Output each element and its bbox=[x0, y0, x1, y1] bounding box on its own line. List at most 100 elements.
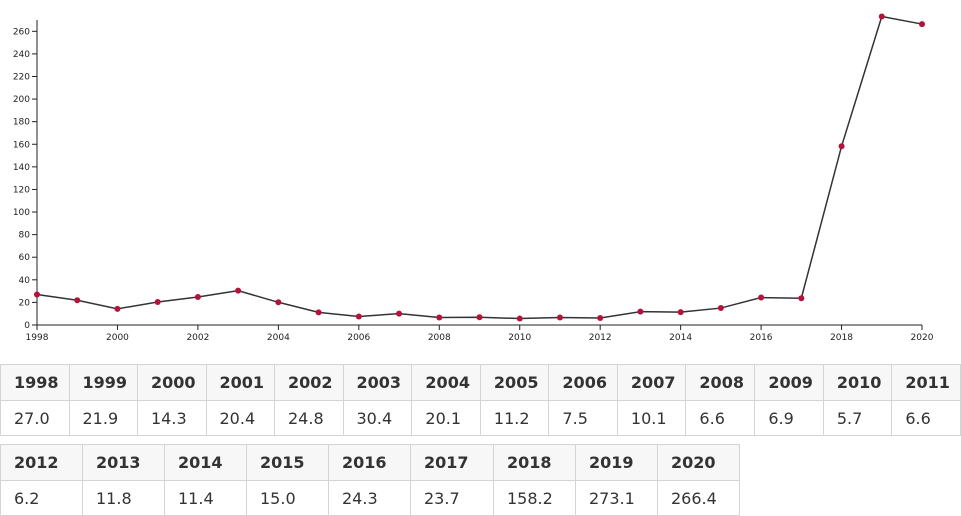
data-point bbox=[315, 309, 322, 316]
table-value-cell: 158.2 bbox=[493, 480, 576, 516]
table-value-cell: 23.7 bbox=[410, 480, 494, 516]
y-axis: 0 20 40 60 80 100 120 140 160 180 200 220 240 260 bbox=[13, 20, 38, 331]
data-point bbox=[34, 291, 40, 298]
data-points bbox=[34, 13, 925, 322]
data-point bbox=[637, 308, 644, 315]
data-point bbox=[878, 13, 885, 20]
table-year-header: 1999 bbox=[68, 364, 138, 401]
x-tick-label: 2012 bbox=[589, 333, 612, 343]
table-value-cell: 27.0 bbox=[0, 400, 70, 436]
y-tick-label: 220 bbox=[13, 72, 30, 82]
x-tick-label: 2020 bbox=[911, 333, 934, 343]
data-point bbox=[74, 297, 81, 304]
data-point bbox=[758, 294, 765, 301]
y-tick-label: 140 bbox=[13, 163, 30, 173]
table-year-header: 2015 bbox=[246, 444, 329, 481]
line-chart: 0 20 40 60 80 100 120 140 160 180 200 220 240 260 199… bbox=[13, 13, 934, 343]
table-value-cell: 20.4 bbox=[205, 400, 275, 436]
data-point bbox=[436, 314, 443, 321]
data-point bbox=[235, 287, 242, 294]
table-year-header: 2007 bbox=[616, 364, 687, 401]
data-point bbox=[677, 309, 684, 316]
table-value-cell: 14.3 bbox=[137, 400, 207, 436]
table-value-cell: 11.8 bbox=[82, 480, 165, 516]
x-tick-label: 2016 bbox=[750, 333, 773, 343]
y-tick-label: 40 bbox=[19, 276, 31, 286]
data-point bbox=[919, 21, 925, 28]
table-year-header: 2016 bbox=[328, 444, 411, 481]
data-point bbox=[838, 143, 845, 150]
table-value-cell: 10.1 bbox=[616, 400, 687, 436]
table-year-header: 2003 bbox=[342, 364, 413, 401]
table-value-cell: 5.7 bbox=[822, 400, 893, 436]
data-point bbox=[154, 298, 161, 305]
table-year-header: 2010 bbox=[822, 364, 893, 401]
values-table: 1998 1999 2000 2001 2002 2003 2004 2005 2006 2007… bbox=[0, 364, 961, 436]
data-point bbox=[597, 314, 604, 321]
table-year-header: 2020 bbox=[657, 444, 740, 481]
y-tick-label: 260 bbox=[13, 27, 30, 37]
y-tick-label: 120 bbox=[13, 185, 30, 195]
x-tick-label: 2014 bbox=[669, 333, 692, 343]
y-tick-label: 20 bbox=[19, 298, 31, 308]
table-value-cell: 7.5 bbox=[548, 400, 618, 436]
x-tick-label: 1998 bbox=[26, 333, 49, 343]
table-year-header: 2009 bbox=[754, 364, 824, 401]
data-point bbox=[476, 314, 483, 321]
table-value-cell: 21.9 bbox=[68, 400, 138, 436]
table-year-header: 2018 bbox=[493, 444, 576, 481]
values-table-row-1: 1998 1999 2000 2001 2002 2003 2004 2005 2006 2007… bbox=[0, 364, 961, 436]
y-tick-label: 0 bbox=[24, 321, 30, 331]
table-year-header: 1998 bbox=[0, 364, 70, 401]
y-tick-label: 240 bbox=[13, 50, 30, 60]
table-value-cell: 273.1 bbox=[575, 480, 658, 516]
table-value-cell: 266.4 bbox=[657, 480, 740, 516]
y-tick-label: 180 bbox=[13, 118, 30, 128]
x-tick-label: 2006 bbox=[347, 333, 370, 343]
table-value-cell: 11.2 bbox=[479, 400, 550, 436]
table-year-header: 2013 bbox=[82, 444, 165, 481]
y-tick-label: 60 bbox=[19, 253, 31, 263]
table-year-header: 2001 bbox=[205, 364, 275, 401]
table-year-header: 2019 bbox=[575, 444, 658, 481]
table-year-header: 2006 bbox=[548, 364, 618, 401]
table-year-header: 2008 bbox=[685, 364, 756, 401]
y-tick-label: 200 bbox=[13, 95, 30, 105]
table-year-header: 2004 bbox=[411, 364, 481, 401]
x-axis: 1998 2000 2002 2004 2006 2008 2010 2012 2014 2016… bbox=[26, 324, 934, 343]
table-year-header: 2012 bbox=[0, 444, 83, 481]
table-year-header: 2002 bbox=[274, 364, 344, 401]
x-tick-label: 2002 bbox=[186, 333, 209, 343]
table-value-cell: 11.4 bbox=[164, 480, 247, 516]
table-value-cell: 6.2 bbox=[0, 480, 83, 516]
table-value-cell: 20.1 bbox=[411, 400, 481, 436]
data-point bbox=[798, 295, 805, 302]
data-point bbox=[275, 299, 282, 306]
table-value-cell: 24.8 bbox=[274, 400, 344, 436]
table-value-cell: 6.9 bbox=[754, 400, 824, 436]
y-tick-label: 100 bbox=[13, 208, 30, 218]
values-table: 2012 2013 2014 2015 2016 2017 2018 2019 2020 6.2… bbox=[0, 444, 740, 516]
data-point bbox=[114, 305, 121, 312]
table-value-cell: 15.0 bbox=[246, 480, 329, 516]
table-year-header: 2000 bbox=[137, 364, 207, 401]
table-value-cell: 6.6 bbox=[891, 400, 961, 436]
data-point bbox=[717, 305, 724, 312]
x-tick-label: 2000 bbox=[106, 333, 129, 343]
table-value-cell: 6.6 bbox=[685, 400, 756, 436]
y-tick-label: 160 bbox=[13, 140, 30, 150]
y-tick-label: 80 bbox=[19, 231, 31, 241]
x-tick-label: 2008 bbox=[428, 333, 451, 343]
table-year-header: 2005 bbox=[479, 364, 550, 401]
table-value-cell: 24.3 bbox=[328, 480, 411, 516]
table-year-header: 2011 bbox=[891, 364, 961, 401]
data-point bbox=[516, 315, 523, 322]
data-point bbox=[355, 313, 362, 320]
table-value-cell: 30.4 bbox=[342, 400, 413, 436]
x-tick-label: 2004 bbox=[267, 333, 290, 343]
table-year-header: 2014 bbox=[164, 444, 247, 481]
values-table-row-2: 2012 2013 2014 2015 2016 2017 2018 2019 2020 6.2… bbox=[0, 444, 740, 516]
series-line bbox=[36, 15, 923, 320]
x-tick-label: 2010 bbox=[508, 333, 531, 343]
x-tick-label: 2018 bbox=[830, 333, 853, 343]
